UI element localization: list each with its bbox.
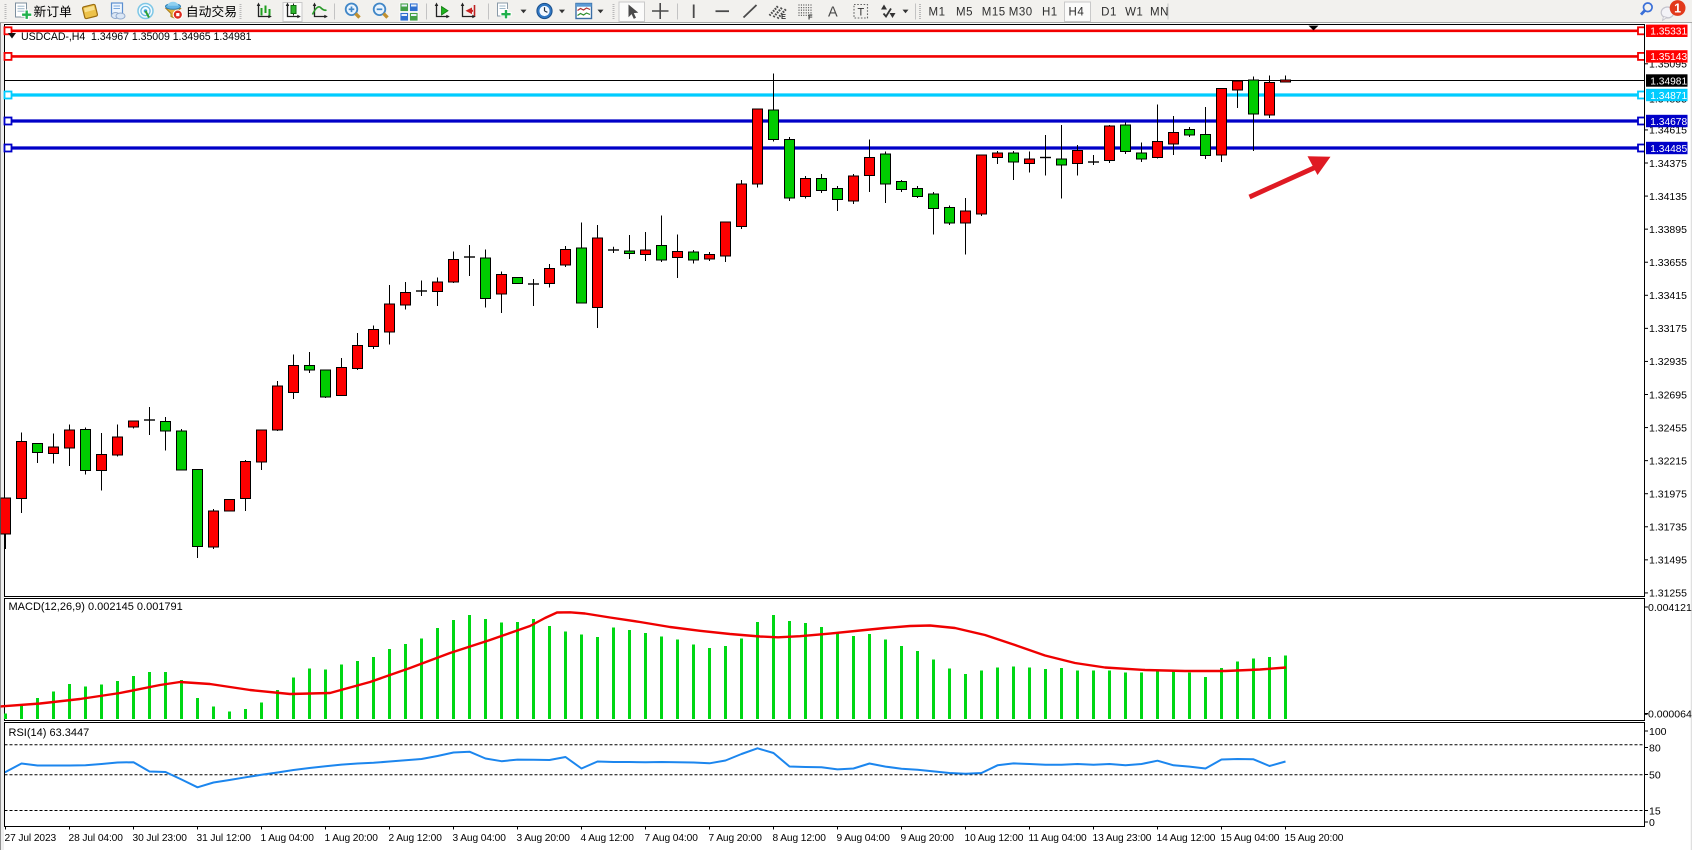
- svg-text:1.34981: 1.34981: [1650, 76, 1687, 87]
- svg-text:27 Jul 2023: 27 Jul 2023: [5, 833, 57, 844]
- svg-text:1.31255: 1.31255: [1649, 588, 1687, 600]
- svg-text:W1: W1: [1125, 7, 1143, 19]
- svg-text:M5: M5: [956, 7, 973, 19]
- svg-text:1.33415: 1.33415: [1649, 290, 1687, 302]
- svg-text:9 Aug 04:00: 9 Aug 04:00: [837, 833, 891, 844]
- svg-text:1.35331: 1.35331: [1650, 27, 1687, 38]
- svg-text:1.33655: 1.33655: [1649, 257, 1687, 269]
- svg-text:1.31735: 1.31735: [1649, 522, 1687, 534]
- svg-text:15: 15: [1649, 805, 1661, 817]
- svg-text:1: 1: [1674, 1, 1681, 15]
- svg-text:0: 0: [1649, 817, 1655, 829]
- svg-text:T: T: [858, 7, 865, 19]
- svg-text:E: E: [781, 12, 786, 21]
- svg-text:30 Jul 23:00: 30 Jul 23:00: [133, 833, 188, 844]
- svg-text:-0.000064: -0.000064: [1645, 708, 1692, 720]
- svg-text:4 Aug 12:00: 4 Aug 12:00: [581, 833, 635, 844]
- svg-text:1.32215: 1.32215: [1649, 455, 1687, 467]
- svg-text:D1: D1: [1101, 7, 1117, 19]
- svg-text:1.33175: 1.33175: [1649, 323, 1687, 335]
- svg-text:1 Aug 20:00: 1 Aug 20:00: [325, 833, 379, 844]
- svg-text:13 Aug 23:00: 13 Aug 23:00: [1093, 833, 1152, 844]
- svg-text:M30: M30: [1009, 7, 1033, 19]
- svg-text:RSI(14) 63.3447: RSI(14) 63.3447: [9, 727, 90, 739]
- svg-text:14 Aug 12:00: 14 Aug 12:00: [1157, 833, 1216, 844]
- svg-text:11 Aug 04:00: 11 Aug 04:00: [1029, 833, 1088, 844]
- svg-text:M1: M1: [929, 7, 946, 19]
- svg-text:2 Aug 12:00: 2 Aug 12:00: [389, 833, 443, 844]
- svg-text:3 Aug 20:00: 3 Aug 20:00: [517, 833, 571, 844]
- svg-text:1 Aug 04:00: 1 Aug 04:00: [261, 833, 315, 844]
- svg-text:3 Aug 04:00: 3 Aug 04:00: [453, 833, 507, 844]
- svg-text:1.34871: 1.34871: [1650, 91, 1687, 102]
- svg-text:50: 50: [1649, 769, 1661, 781]
- svg-text:7 Aug 04:00: 7 Aug 04:00: [645, 833, 699, 844]
- svg-text:H4: H4: [1069, 7, 1085, 19]
- svg-text:1.33895: 1.33895: [1649, 224, 1687, 236]
- svg-text:31 Jul 12:00: 31 Jul 12:00: [197, 833, 252, 844]
- svg-text:1.31495: 1.31495: [1649, 555, 1687, 567]
- svg-text:9 Aug 20:00: 9 Aug 20:00: [901, 833, 955, 844]
- svg-text:1.34135: 1.34135: [1649, 191, 1687, 203]
- svg-text:8 Aug 12:00: 8 Aug 12:00: [773, 833, 827, 844]
- svg-text:1.32695: 1.32695: [1649, 389, 1687, 401]
- svg-text:1.34485: 1.34485: [1650, 144, 1687, 155]
- svg-text:F: F: [808, 13, 813, 22]
- svg-text:1.34615: 1.34615: [1649, 125, 1687, 137]
- svg-text:MN: MN: [1150, 7, 1169, 19]
- svg-text:1.34678: 1.34678: [1650, 117, 1687, 128]
- svg-text:1.34375: 1.34375: [1649, 158, 1687, 170]
- svg-text:1.31975: 1.31975: [1649, 489, 1687, 501]
- svg-text:MACD(12,26,9) 0.002145 0.00179: MACD(12,26,9) 0.002145 0.001791: [9, 601, 183, 613]
- svg-text:80: 80: [1649, 742, 1661, 754]
- svg-text:M15: M15: [982, 7, 1006, 19]
- svg-text:0.004121: 0.004121: [1648, 602, 1692, 614]
- svg-text:1.32935: 1.32935: [1649, 356, 1687, 368]
- svg-text:15 Aug 20:00: 15 Aug 20:00: [1285, 833, 1344, 844]
- svg-text:10 Aug 12:00: 10 Aug 12:00: [965, 833, 1024, 844]
- svg-text:USDCAD-,H4 1.34967 1.35009 1.: USDCAD-,H4 1.34967 1.35009 1.34965 1.349…: [21, 31, 252, 43]
- svg-text:1.32455: 1.32455: [1649, 422, 1687, 434]
- svg-text:H1: H1: [1042, 7, 1058, 19]
- svg-text:28 Jul 04:00: 28 Jul 04:00: [69, 833, 124, 844]
- svg-text:100: 100: [1649, 726, 1667, 738]
- svg-text:1.35143: 1.35143: [1650, 52, 1687, 63]
- svg-text:A: A: [828, 5, 838, 21]
- svg-text:7 Aug 20:00: 7 Aug 20:00: [709, 833, 763, 844]
- svg-text:15 Aug 04:00: 15 Aug 04:00: [1221, 833, 1280, 844]
